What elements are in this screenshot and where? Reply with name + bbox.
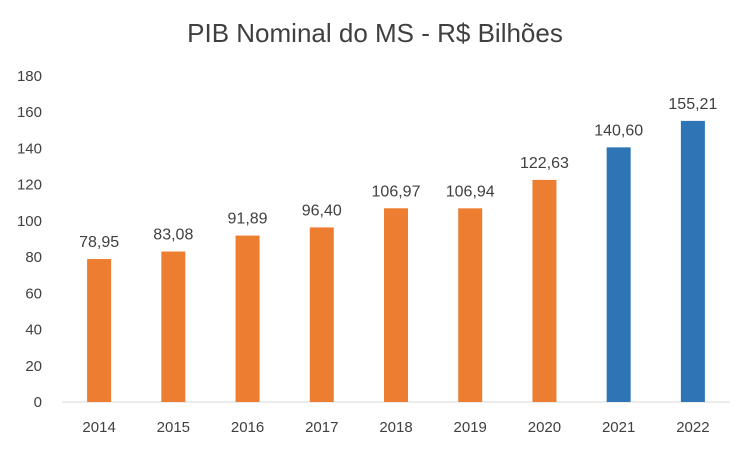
x-tick-label-2019: 2019 <box>454 419 487 436</box>
data-label-2017: 96,40 <box>302 202 342 219</box>
y-tick-label: 180 <box>17 68 42 85</box>
bars <box>87 120 705 402</box>
data-label-2019: 106,94 <box>446 183 495 200</box>
data-label-2015: 83,08 <box>153 227 193 244</box>
data-label-2022: 155,21 <box>668 96 717 113</box>
y-tick-label: 160 <box>17 104 42 121</box>
data-label-2014: 78,95 <box>79 234 119 251</box>
data-label-2021: 140,60 <box>594 122 643 139</box>
x-tick-label-2015: 2015 <box>157 419 190 436</box>
bar-2016 <box>235 235 260 402</box>
bar-2020 <box>532 179 557 402</box>
bar-2018 <box>384 208 408 402</box>
y-tick-label: 0 <box>34 394 42 411</box>
y-tick-label: 60 <box>25 285 42 302</box>
x-tick-label-2014: 2014 <box>82 419 115 436</box>
x-tick-label-2017: 2017 <box>305 419 338 436</box>
y-tick-label: 120 <box>17 177 42 194</box>
bar-2015 <box>161 251 186 402</box>
bar-2017 <box>309 227 334 402</box>
data-label-2016: 91,89 <box>228 211 268 228</box>
y-tick-label: 140 <box>17 140 42 157</box>
y-tick-label: 100 <box>17 213 42 230</box>
y-tick-label: 80 <box>25 249 42 266</box>
data-labels: 78,95 83,08 91,89 96,40 106,97 106,94 122,63 14… <box>79 96 717 251</box>
chart-title: PIB Nominal do MS - R$ Bilhões <box>187 18 563 48</box>
x-tick-label-2022: 2022 <box>676 419 709 436</box>
bar-2022 <box>680 120 705 402</box>
x-tick-label-2016: 2016 <box>231 419 264 436</box>
data-label-2020: 122,63 <box>520 155 569 172</box>
bar-2019 <box>458 208 483 402</box>
x-axis: 2014 2015 2016 2017 2018 2019 2020 2021 2022 <box>62 401 730 436</box>
bar-2021 <box>606 147 631 402</box>
data-label-2018: 106,97 <box>372 183 421 200</box>
y-axis: 0 20 40 60 80 100 120 140 160 180 <box>17 68 42 411</box>
x-tick-label-2018: 2018 <box>379 419 412 436</box>
x-tick-label-2021: 2021 <box>602 419 635 436</box>
x-tick-label-2020: 2020 <box>528 419 561 436</box>
bar-2014 <box>87 259 112 402</box>
y-tick-label: 40 <box>25 322 42 339</box>
y-tick-label: 20 <box>25 358 42 375</box>
